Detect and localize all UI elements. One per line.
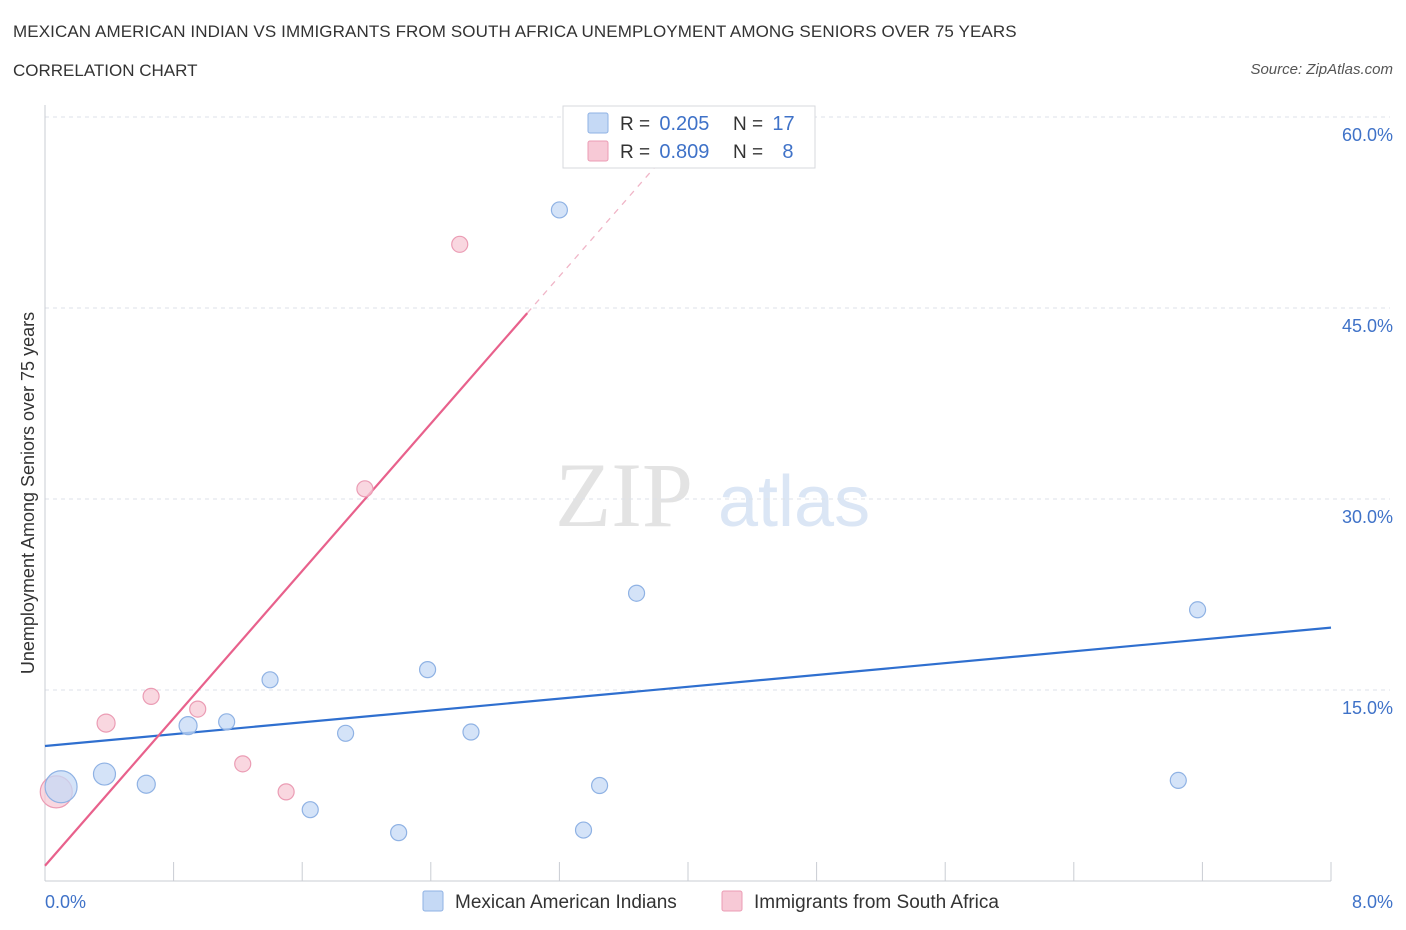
point-immigrants-south-africa-4 (234, 755, 252, 773)
legend2-n-label: N = (733, 142, 768, 163)
point-mexican-american-indians-4 (218, 713, 236, 731)
legend1-r-value: 0.205 (659, 113, 709, 135)
point-mexican-american-indians-16 (1188, 601, 1207, 619)
point-immigrants-south-africa-7 (451, 235, 469, 253)
legend-swatch-mexican-american-indians (587, 112, 609, 134)
y-tick-label-15: 15.0% (1342, 698, 1393, 718)
source-credit: Source: ZipAtlas.com (1250, 61, 1393, 78)
point-mexican-american-indians-12 (574, 821, 593, 839)
bottom-legend-label-blue: Mexican American Indians (455, 892, 677, 913)
point-mexican-american-indians-14 (627, 584, 646, 602)
point-mexican-american-indians-15 (1169, 771, 1187, 790)
point-mexican-american-indians-7 (337, 724, 355, 742)
legend2-r-value: 0.809 (659, 141, 709, 163)
data-points (39, 201, 1207, 842)
point-mexican-american-indians-13 (590, 776, 609, 795)
gridlines (45, 116, 1390, 691)
point-mexican-american-indians-1 (92, 762, 117, 786)
bottom-legend-swatch-blue (422, 890, 444, 912)
point-mexican-american-indians-9 (418, 661, 437, 679)
watermark-atlas: atlas (718, 462, 870, 542)
point-mexican-american-indians-5 (261, 671, 279, 689)
trend-line-mexican-american-indians (44, 626, 1332, 748)
chart-title: MEXICAN AMERICAN INDIAN VS IMMIGRANTS FR… (13, 22, 1017, 41)
x-tick-label-max: 8.0% (1352, 892, 1393, 912)
legend2-n-value: 8 (782, 141, 793, 163)
svg-text:N = 17: N = 17 (733, 113, 795, 135)
legend1-r-label: R = (620, 114, 655, 135)
point-immigrants-south-africa-6 (356, 480, 374, 498)
watermark-zip: ZIP (555, 444, 693, 546)
tick-labels: 15.0% 30.0% 45.0% 60.0% 0.0% 8.0% (45, 125, 1393, 912)
y-axis-label: Unemployment Among Seniors over 75 years (18, 312, 38, 674)
point-mexican-american-indians-8 (390, 824, 408, 842)
point-immigrants-south-africa-1 (96, 713, 116, 733)
legend1-n-value: 17 (772, 113, 794, 135)
point-mexican-american-indians-6 (301, 801, 319, 819)
point-immigrants-south-africa-5 (277, 783, 295, 801)
point-immigrants-south-africa-3 (189, 700, 207, 718)
chart-subtitle: CORRELATION CHART (13, 61, 198, 80)
trend-line-extension-immigrants-south-africa (526, 163, 658, 314)
y-tick-label-60: 60.0% (1342, 125, 1393, 145)
x-tick-label-min: 0.0% (45, 892, 86, 912)
svg-text:R = 0.809: R = 0.809 (620, 141, 709, 163)
point-mexican-american-indians-0 (44, 770, 78, 804)
point-mexican-american-indians-3 (178, 716, 198, 736)
bottom-legend-swatch-pink (721, 890, 743, 912)
point-mexican-american-indians-11 (550, 201, 569, 219)
top-legend: R = 0.205 N = 17 R = 0.809 N = 8 (562, 105, 816, 169)
point-mexican-american-indians-10 (462, 723, 480, 741)
axes (44, 105, 1332, 882)
legend2-r-label: R = (620, 142, 655, 163)
y-tick-label-30: 30.0% (1342, 507, 1393, 527)
point-mexican-american-indians-2 (136, 774, 156, 794)
legend1-n-label: N = (733, 114, 768, 135)
trend-line-immigrants-south-africa (44, 312, 529, 867)
y-tick-label-45: 45.0% (1342, 316, 1393, 336)
point-immigrants-south-africa-2 (142, 687, 160, 705)
legend-swatch-immigrants-south-africa (587, 140, 609, 162)
svg-text:N = 8: N = 8 (733, 141, 794, 163)
svg-text:R = 0.205: R = 0.205 (620, 113, 709, 135)
bottom-legend-label-pink: Immigrants from South Africa (754, 892, 999, 913)
trend-lines (44, 163, 1332, 867)
bottom-legend: Mexican American Indians Immigrants from… (422, 890, 999, 913)
